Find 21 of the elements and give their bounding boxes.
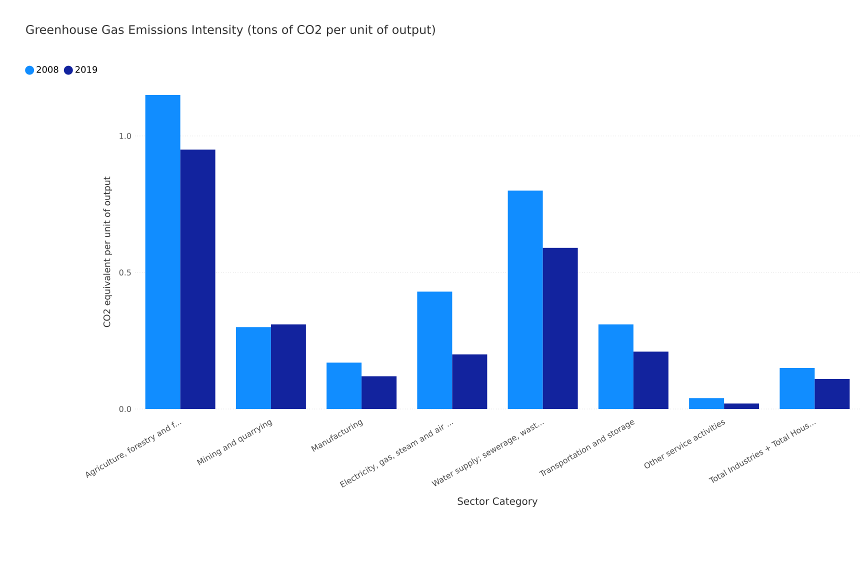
bar — [236, 327, 271, 409]
bar — [780, 368, 815, 409]
bar — [180, 150, 216, 409]
bar — [270, 324, 306, 409]
legend-label: 2019 — [76, 66, 98, 73]
x-axis-title: Sector Category — [458, 497, 538, 507]
bar — [326, 362, 362, 409]
bar — [633, 352, 668, 409]
chart-title: Greenhouse Gas Emissions Intensity (tons of CO2 per unit of output) — [26, 24, 435, 36]
bar — [362, 376, 397, 409]
bar — [814, 378, 850, 409]
y-axis-title: CO2 equivalent per unit of output — [103, 176, 112, 328]
bar — [452, 354, 488, 409]
bar — [542, 248, 578, 409]
bar — [598, 324, 634, 409]
bar — [508, 190, 543, 409]
bar — [417, 292, 452, 409]
legend-label: 2008 — [36, 66, 58, 73]
bar — [145, 94, 180, 409]
bar — [724, 404, 760, 409]
bar — [689, 398, 724, 409]
